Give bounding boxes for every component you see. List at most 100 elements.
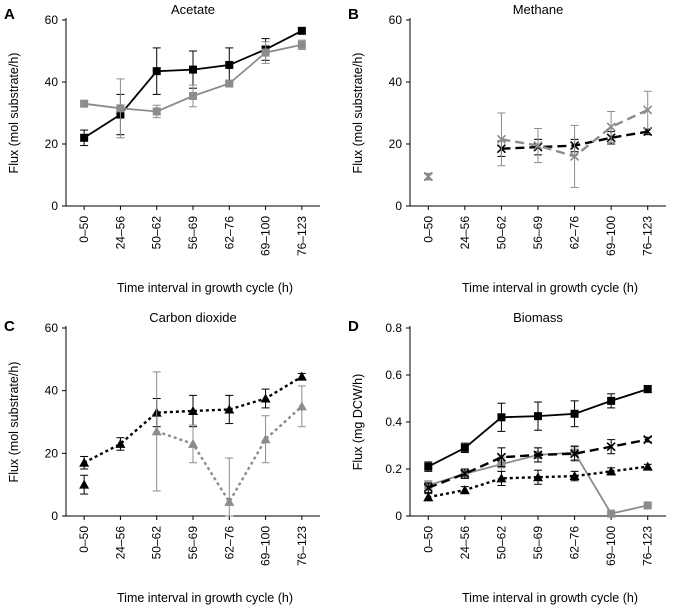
y-tick-label: 40 xyxy=(389,75,403,89)
y-tick-label: 0.4 xyxy=(385,415,402,429)
y-tick-label: 60 xyxy=(45,13,59,27)
data-point xyxy=(424,462,433,471)
data-point xyxy=(642,461,653,471)
data-point xyxy=(188,406,198,416)
x-tick-label: 56–69 xyxy=(531,216,545,250)
series-line xyxy=(156,405,303,505)
data-point xyxy=(607,509,616,518)
x-tick-label: 69–100 xyxy=(604,526,618,566)
data-point xyxy=(224,404,235,414)
y-tick-label: 0 xyxy=(51,509,58,523)
data-point xyxy=(79,457,90,467)
data-point xyxy=(423,483,433,493)
panel-letter: D xyxy=(348,318,359,335)
data-point xyxy=(260,393,271,403)
data-point xyxy=(79,479,90,489)
x-tick-label: 0–50 xyxy=(421,216,435,243)
data-point xyxy=(570,409,579,418)
data-point xyxy=(643,435,653,445)
x-tick-label: 24–56 xyxy=(113,526,127,560)
x-tick-label: 50–62 xyxy=(150,526,164,560)
data-point xyxy=(225,60,234,69)
y-tick-label: 40 xyxy=(45,384,59,398)
x-tick-label: 62–76 xyxy=(568,526,582,560)
x-tick-label: 0–50 xyxy=(77,526,91,553)
data-point xyxy=(496,473,507,483)
data-point xyxy=(189,91,197,100)
series-2 xyxy=(423,435,653,493)
panel-letter: B xyxy=(348,6,359,23)
data-point xyxy=(607,396,616,405)
panel-letter: A xyxy=(4,6,15,23)
data-point xyxy=(570,449,580,459)
panel-c: C Carbon dioxide 0 20 40 60 0–50 24–56 50–62 56–6… xyxy=(4,310,320,605)
y-axis-label: Flux (mol substrate/h) xyxy=(7,53,21,174)
data-point xyxy=(423,492,434,502)
y-tick-label: 0.8 xyxy=(385,321,402,335)
data-point xyxy=(606,442,616,452)
x-tick-label: 69–100 xyxy=(259,216,273,256)
data-point xyxy=(225,79,234,88)
data-point xyxy=(115,438,126,448)
x-tick-label: 56–69 xyxy=(531,526,545,560)
data-point xyxy=(496,452,506,462)
data-point xyxy=(496,134,506,144)
series-2 xyxy=(79,474,90,495)
x-tick-label: 76–123 xyxy=(641,526,655,566)
data-point xyxy=(152,67,161,76)
x-axis-label: Time interval in growth cycle (h) xyxy=(462,591,638,605)
x-axis-label: Time interval in growth cycle (h) xyxy=(462,281,638,295)
x-tick-label: 62–76 xyxy=(568,216,582,250)
data-point xyxy=(152,107,161,116)
data-point xyxy=(224,496,235,506)
data-point xyxy=(296,371,307,381)
y-tick-label: 20 xyxy=(389,137,403,151)
data-point xyxy=(606,122,616,132)
y-tick-label: 40 xyxy=(45,75,59,89)
data-point xyxy=(151,426,162,436)
chart-title: Acetate xyxy=(171,2,215,17)
x-tick-label: 50–62 xyxy=(494,216,508,250)
y-axis-label: Flux (mol substrate/h) xyxy=(7,362,21,483)
panel-b: B Methane 0 20 40 60 0–50 24–56 50–62 56–69 62–76 6… xyxy=(348,2,666,295)
panel-d: D Biomass 0 0.2 0.4 0.6 0.8 0–50 24–56 50–62 56–69… xyxy=(348,310,666,605)
series-1 xyxy=(423,90,653,188)
x-tick-label: 50–62 xyxy=(150,216,164,250)
x-tick-label: 24–56 xyxy=(113,216,127,250)
data-point xyxy=(297,26,306,35)
series-0 xyxy=(424,385,652,472)
series-1 xyxy=(80,39,306,139)
y-tick-label: 20 xyxy=(45,137,59,151)
data-point xyxy=(260,434,271,444)
y-axis-label: Flux (mol substrate/h) xyxy=(351,53,365,174)
panel-a: A Acetate 0 20 40 60 0–50 24–56 50–62 56–69 62–76 6… xyxy=(4,2,320,295)
data-point xyxy=(297,40,306,49)
panel-letter: C xyxy=(4,318,15,335)
data-point xyxy=(296,401,307,411)
y-axis-label: Flux (mg DCW/h) xyxy=(351,374,365,471)
data-point xyxy=(460,443,469,452)
y-tick-label: 0 xyxy=(395,199,402,213)
y-tick-label: 0 xyxy=(395,509,402,523)
data-point xyxy=(569,471,580,481)
x-tick-label: 76–123 xyxy=(295,216,309,256)
x-tick-label: 76–123 xyxy=(641,216,655,256)
x-tick-label: 24–56 xyxy=(458,216,472,250)
chart-title: Carbon dioxide xyxy=(149,310,236,325)
data-point xyxy=(188,438,198,448)
series-3 xyxy=(423,461,653,502)
y-tick-label: 60 xyxy=(45,321,59,335)
data-point xyxy=(423,171,433,182)
data-point xyxy=(643,105,653,115)
series-1 xyxy=(151,371,307,517)
x-tick-label: 0–50 xyxy=(421,526,435,553)
data-point xyxy=(459,485,470,495)
x-axis-label: Time interval in growth cycle (h) xyxy=(117,591,293,605)
y-tick-label: 0 xyxy=(51,199,58,213)
x-tick-label: 56–69 xyxy=(186,526,200,560)
x-tick-label: 69–100 xyxy=(259,526,273,566)
y-tick-label: 0.6 xyxy=(385,368,402,382)
y-tick-label: 0.2 xyxy=(385,462,402,476)
data-point xyxy=(643,501,652,510)
